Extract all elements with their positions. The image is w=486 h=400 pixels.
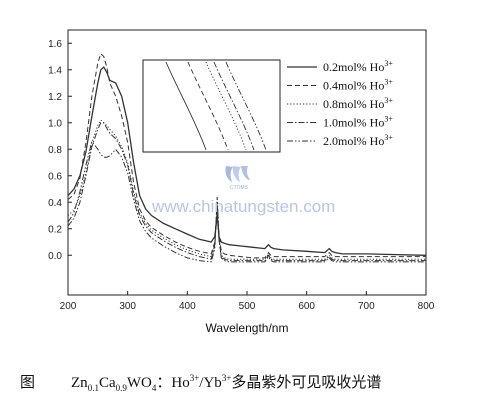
- inset-line-4: [213, 61, 255, 151]
- caption-title-text: 多晶紫外可见吸收光谱: [231, 375, 382, 391]
- inset-line-2: [187, 61, 229, 151]
- x-tick-label: 400: [179, 301, 196, 312]
- watermark-url: www.chinatungsten.com: [151, 197, 335, 216]
- ctoms-logo-icon: [225, 166, 250, 182]
- legend-label-text: 1.0mol% Ho: [323, 116, 384, 130]
- series-line-5: [67, 140, 426, 263]
- caption-ho: Ho: [171, 375, 190, 391]
- caption-slash: /: [199, 375, 204, 391]
- series-line-2: [67, 52, 426, 259]
- x-tick-label: 800: [418, 301, 435, 312]
- y-tick-label: 0.4: [48, 198, 62, 209]
- legend-label-sup: 3+: [384, 78, 393, 87]
- figure-caption: 图 Zn0.1Ca0.9WO4：Ho3+/Yb3+多晶紫外可见吸收光谱: [20, 366, 480, 393]
- y-tick-label: 1.2: [48, 92, 62, 103]
- y-tick-label: 1.6: [48, 39, 62, 50]
- plot-series: [67, 52, 427, 263]
- legend-label-4: 1.0mol% Ho3+: [323, 115, 393, 130]
- legend-label-3: 0.8mol% Ho3+: [323, 96, 393, 111]
- legend-label-text: 0.4mol% Ho: [323, 79, 384, 93]
- inset-line-1: [165, 61, 207, 151]
- y-tick-label: 1.0: [48, 118, 62, 129]
- x-axis-title: Wavelength/nm: [206, 321, 289, 335]
- watermark: CTOMS www.chinatungsten.com: [151, 166, 335, 216]
- watermark-logo-text: CTOMS: [230, 185, 249, 191]
- x-tick-label: 200: [60, 301, 77, 312]
- y-tick-label: 0.0: [48, 251, 62, 262]
- legend-label-sup: 3+: [384, 133, 393, 142]
- axis-ticks: 200 300 400 500 600 700 800 0.0 0.2 0.4 0.6 0.8 1.0 1…: [48, 39, 435, 312]
- caption-ho-sup: 3+: [189, 373, 200, 383]
- legend-label-sup: 3+: [384, 115, 393, 124]
- legend-label-sup: 3+: [384, 59, 393, 68]
- x-tick-label: 300: [119, 301, 136, 312]
- series-line-4: [67, 122, 426, 262]
- caption-separator: ：: [156, 375, 172, 391]
- absorption-chart: 200 300 400 500 600 700 800 0.0 0.2 0.4 0.6 0.8 1.0 1…: [48, 29, 435, 335]
- figure-label: 图: [20, 375, 36, 391]
- caption-yb-sup: 3+: [221, 373, 232, 383]
- inset-frame: [142, 59, 281, 153]
- inset-series: [165, 61, 267, 151]
- formula-ca-sub: 0.9: [115, 383, 127, 393]
- x-tick-label: 700: [358, 301, 375, 312]
- inset-line-5: [225, 61, 267, 151]
- legend-label-text: 0.2mol% Ho: [323, 60, 384, 74]
- formula-zn: Zn: [71, 375, 88, 391]
- formula-ca: Ca: [98, 375, 116, 391]
- x-tick-label: 500: [239, 301, 256, 312]
- y-tick-label: 0.6: [48, 171, 62, 182]
- series-line-1: [67, 66, 427, 256]
- legend-label-1: 0.2mol% Ho3+: [323, 59, 393, 74]
- y-tick-label: 1.4: [48, 65, 62, 76]
- formula-wo: WO: [126, 375, 152, 391]
- x-tick-label: 600: [298, 301, 315, 312]
- y-tick-label: 0.8: [48, 145, 62, 156]
- legend-label-5: 2.0mol% Ho3+: [323, 133, 393, 148]
- legend: 0.2mol% Ho3+0.4mol% Ho3+0.8mol% Ho3+1.0m…: [287, 59, 393, 148]
- inset-line-3: [205, 61, 247, 151]
- series-line-3: [67, 119, 426, 260]
- legend-label-sup: 3+: [384, 96, 393, 105]
- formula-zn-sub: 0.1: [87, 383, 99, 393]
- formula-wo-sub: 4: [151, 383, 157, 393]
- y-tick-label: 0.2: [48, 224, 62, 235]
- legend-label-2: 0.4mol% Ho3+: [323, 78, 393, 93]
- legend-label-text: 2.0mol% Ho: [323, 134, 384, 148]
- caption-yb: Yb: [203, 375, 222, 391]
- legend-label-text: 0.8mol% Ho: [323, 97, 384, 111]
